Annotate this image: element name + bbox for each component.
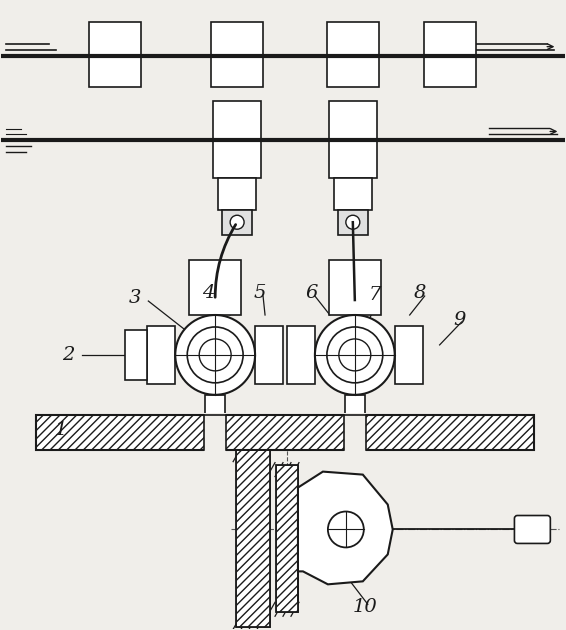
Text: 6: 6: [306, 284, 318, 302]
Text: 5: 5: [254, 284, 266, 302]
Text: 4: 4: [202, 284, 215, 302]
Circle shape: [327, 327, 383, 383]
Bar: [345, 395, 365, 427]
Bar: [395, 326, 423, 384]
FancyBboxPatch shape: [514, 515, 550, 544]
Circle shape: [187, 327, 243, 383]
Bar: [218, 178, 256, 210]
Circle shape: [328, 512, 364, 547]
Circle shape: [346, 215, 360, 229]
Circle shape: [339, 339, 371, 371]
Bar: [213, 101, 261, 178]
Bar: [338, 210, 368, 235]
Bar: [334, 178, 372, 210]
Circle shape: [315, 315, 395, 395]
Bar: [255, 326, 283, 384]
Text: 3: 3: [129, 289, 142, 307]
Bar: [205, 395, 225, 427]
Bar: [236, 450, 270, 627]
Bar: [327, 21, 379, 86]
Bar: [211, 21, 263, 86]
Bar: [36, 415, 534, 450]
Bar: [424, 21, 475, 86]
Bar: [276, 465, 298, 612]
Bar: [204, 413, 226, 452]
Bar: [36, 415, 534, 450]
Circle shape: [175, 315, 255, 395]
Circle shape: [199, 339, 231, 371]
Bar: [329, 101, 377, 178]
Bar: [344, 413, 366, 452]
Text: 10: 10: [353, 598, 377, 616]
Bar: [222, 210, 252, 235]
Bar: [189, 260, 241, 315]
Text: 1: 1: [54, 421, 67, 438]
Bar: [236, 450, 270, 627]
Bar: [276, 465, 298, 612]
Text: 9: 9: [453, 311, 466, 329]
Circle shape: [230, 215, 244, 229]
Bar: [126, 330, 147, 380]
Text: 2: 2: [62, 346, 75, 364]
Text: 8: 8: [414, 284, 426, 302]
Bar: [147, 326, 175, 384]
Bar: [89, 21, 142, 86]
Text: 7: 7: [368, 286, 381, 304]
Polygon shape: [298, 472, 393, 585]
Bar: [287, 326, 315, 384]
Bar: [329, 260, 381, 315]
